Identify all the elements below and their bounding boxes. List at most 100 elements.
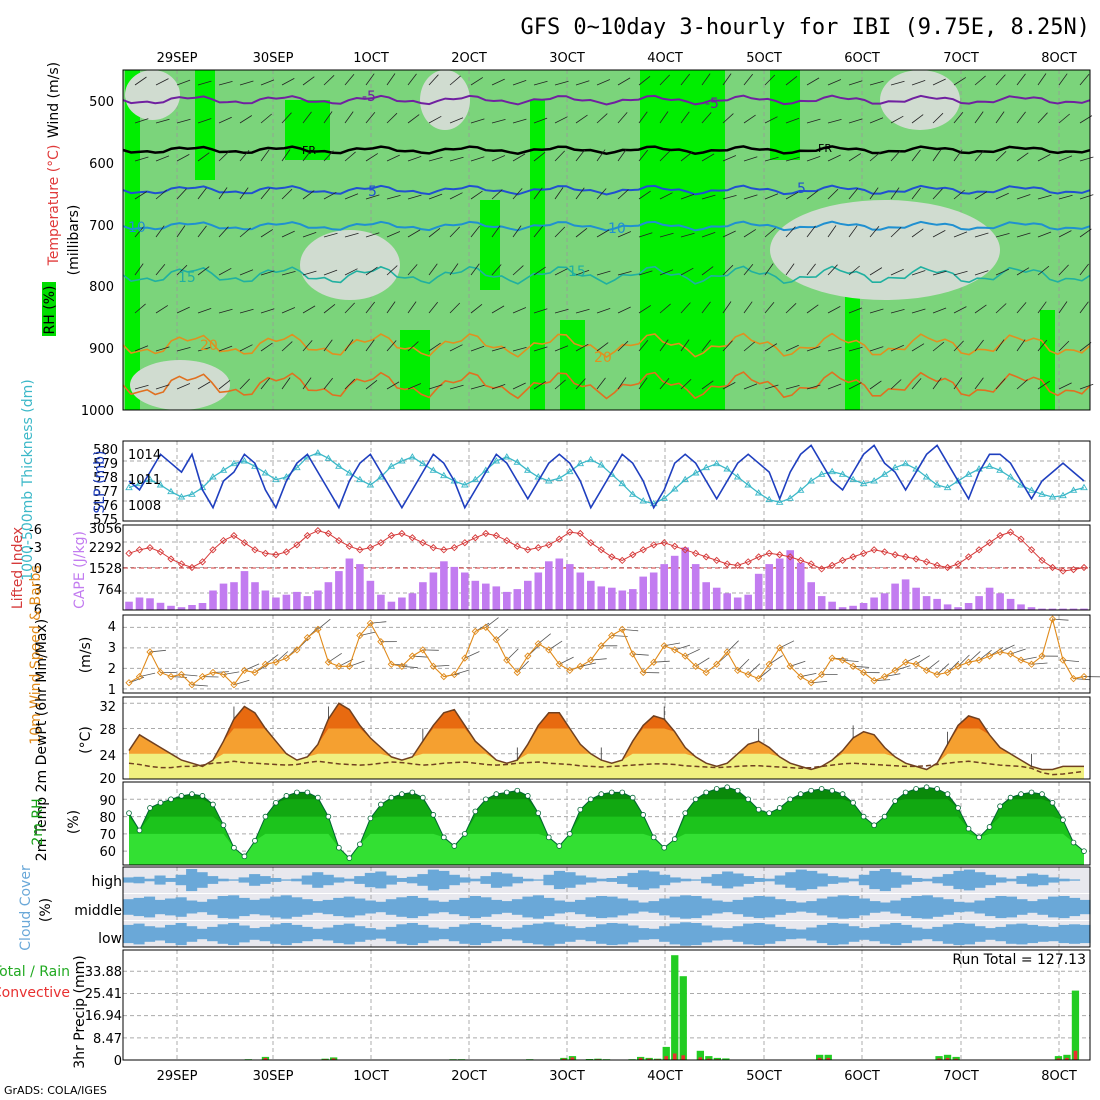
lifted-index-point (167, 555, 175, 563)
rh-low-patch (125, 70, 180, 120)
thickness-point (125, 483, 133, 491)
cloud-bar (196, 872, 208, 888)
wind-speed-point (345, 662, 354, 670)
cloud-bar (879, 869, 891, 892)
precip-convective-bar (826, 1057, 830, 1060)
wind-barb (617, 112, 628, 124)
wind-barb (365, 379, 378, 390)
lifted-tick: -3 (29, 541, 42, 556)
cloud-bar (396, 878, 408, 882)
cloud-bar (858, 928, 870, 940)
surface-wind-barb (936, 663, 950, 675)
cape-bar (786, 550, 794, 610)
cloud-bar (291, 924, 303, 944)
wind-barb (617, 306, 631, 314)
rh-tick: 70 (99, 828, 116, 843)
wind-speed-line (128, 616, 1085, 686)
wind-barb (239, 150, 250, 162)
rh-point (346, 855, 353, 861)
rh-point (629, 794, 636, 801)
thickness-point (933, 481, 941, 488)
wind-barb (176, 347, 191, 352)
wind-barb (869, 117, 884, 124)
rh-point (409, 789, 416, 796)
contour-label: -5 (705, 96, 719, 112)
wind-barb (575, 269, 590, 276)
cloud-bar (585, 897, 597, 917)
wind-barb (1058, 73, 1068, 86)
wind-barb (197, 381, 211, 390)
precip-total-bar (952, 1056, 960, 1060)
cloud-bar (575, 875, 587, 885)
wind-barb (575, 187, 585, 200)
rh-point (210, 801, 216, 808)
cloud-bar (606, 896, 618, 918)
cloud-bar (743, 897, 755, 917)
rh-point (902, 789, 909, 796)
cloud-bar (480, 924, 492, 944)
rh-point (126, 810, 132, 816)
wind-barb (1016, 379, 1028, 390)
cloud-bar (711, 874, 723, 886)
cloud-bar (427, 900, 439, 914)
lifted-index-point (1017, 535, 1025, 543)
cloud-bar (238, 925, 250, 943)
wind-barb (764, 384, 779, 390)
temp-unit: (°C) (78, 726, 94, 754)
cloud-bar (417, 874, 429, 886)
rh-high-patch (400, 330, 430, 410)
cloud-bar (385, 875, 397, 885)
thickness-point (628, 490, 637, 497)
wind-speed-point (230, 681, 238, 689)
lifted-index-point (933, 561, 941, 570)
precip-convective-bar (1056, 1058, 1061, 1060)
lifted-index-point (912, 555, 920, 563)
wind-barb (785, 191, 799, 200)
lifted-index-point (387, 531, 395, 540)
wind-barb (176, 225, 186, 238)
wind-barb (680, 267, 694, 276)
rh-point (1081, 848, 1087, 854)
cape-bar (670, 555, 679, 610)
wind-barb (218, 379, 231, 390)
wind-speed-point (555, 660, 563, 668)
cloud-bar (186, 869, 198, 892)
wind-barb (764, 263, 774, 276)
wind-speed-point (366, 619, 375, 627)
wind-speed-point (419, 646, 427, 654)
cape-bar (954, 607, 962, 610)
rh-legend-swatch (42, 282, 56, 336)
rh-axis: 90 80 70 60 2m RH (%) (30, 794, 116, 860)
thickness-point (565, 467, 574, 475)
cloud-bar (722, 901, 734, 913)
rh-point (997, 803, 1003, 810)
cloud-bar (921, 895, 933, 919)
cloud-bar (438, 928, 450, 940)
thickness-point (1059, 491, 1067, 499)
contour-label: 20 (594, 350, 612, 366)
cloud-bar (469, 923, 481, 946)
cape-bar (135, 597, 144, 610)
wind-barb (911, 378, 922, 390)
cape-bar (859, 603, 868, 610)
contour-label: -5 (362, 89, 376, 105)
wind-speed-point (734, 666, 742, 675)
wind-barb (512, 153, 526, 162)
cape-bar (461, 572, 469, 610)
wind-speed-point (744, 670, 752, 679)
wind-barb (386, 340, 397, 352)
cloud-bar (291, 878, 303, 882)
wind-speed-point (692, 662, 700, 670)
wind-barb (848, 382, 862, 390)
lifted-index-point (555, 535, 563, 543)
wind-speed-point (723, 648, 731, 656)
cloud-bar (974, 926, 986, 942)
wind-barb (407, 73, 417, 86)
cloud-bar (785, 901, 797, 913)
temp-frame (122, 696, 1091, 780)
date-label: 4OCT (647, 1069, 683, 1084)
wind-barb (386, 381, 400, 390)
cape-bar (261, 590, 270, 610)
wind-barb (995, 303, 1007, 314)
cloud-bar (753, 923, 765, 946)
